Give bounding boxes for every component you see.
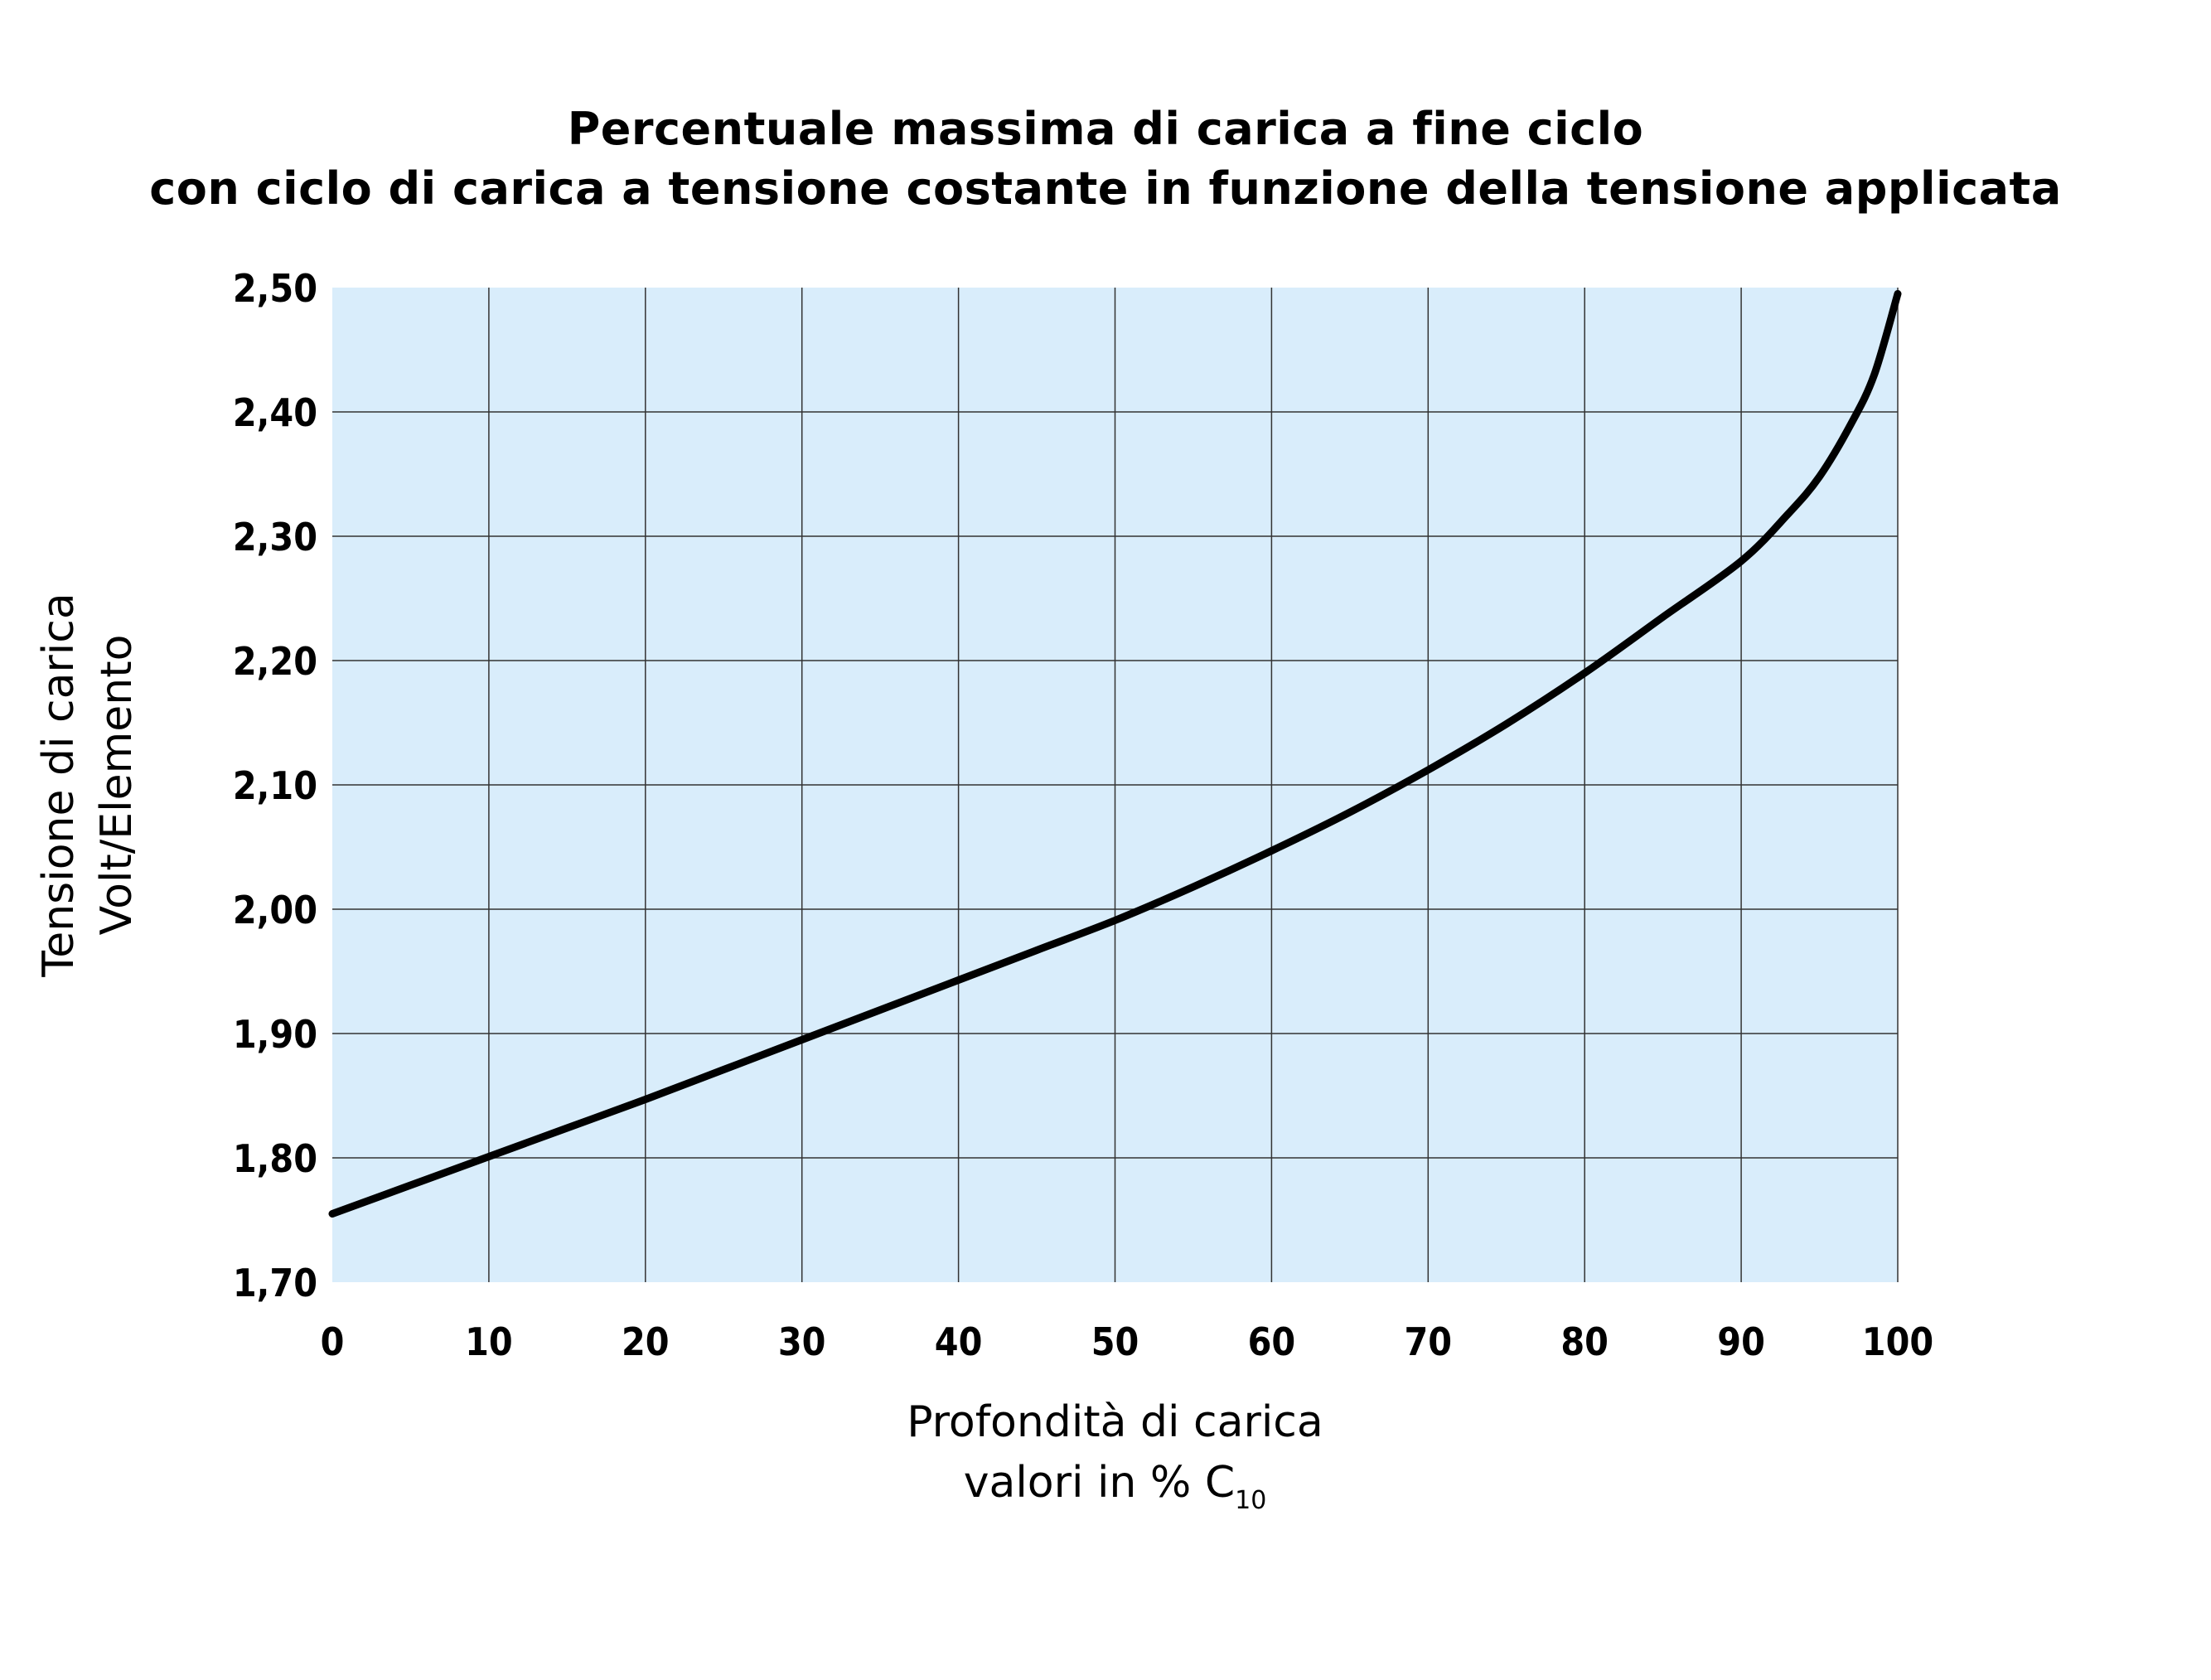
x-axis-label-line-2: valori in % C10 <box>964 1458 1267 1515</box>
x-tick-label-10: 10 <box>465 1319 513 1364</box>
y-tick-label-1: 1,80 <box>233 1136 317 1181</box>
x-axis-label-line-1: Profondità di carica <box>907 1397 1323 1447</box>
chart-title-line-2: con ciclo di carica a tensione costante … <box>149 162 2062 215</box>
x-tick-label-90: 90 <box>1717 1319 1765 1364</box>
y-tick-label-3: 2,00 <box>233 888 317 932</box>
grid-horizontal <box>332 411 1898 1159</box>
x-tick-label-80: 80 <box>1560 1319 1609 1364</box>
x-tick-label-40: 40 <box>935 1319 983 1364</box>
x-tick-label-60: 60 <box>1248 1319 1296 1364</box>
y-tick-label-8: 2,50 <box>233 266 317 311</box>
y-axis-ticks: 1,70 1,80 1,90 2,00 2,10 2,20 2,30 2,40 2,50 <box>233 266 317 1305</box>
y-tick-label-2: 1,90 <box>233 1012 317 1057</box>
chart-title-line-1: Percentuale massima di carica a fine cic… <box>567 103 1644 155</box>
x-axis-label-subscript: 10 <box>1235 1486 1266 1515</box>
x-tick-label-70: 70 <box>1405 1319 1453 1364</box>
y-tick-label-6: 2,30 <box>233 515 317 559</box>
x-tick-label-100: 100 <box>1862 1319 1933 1364</box>
y-tick-label-5: 2,20 <box>233 639 317 684</box>
y-tick-label-4: 2,10 <box>233 763 317 808</box>
x-tick-label-20: 20 <box>622 1319 670 1364</box>
x-tick-label-50: 50 <box>1091 1319 1139 1364</box>
series-line <box>328 290 1902 1218</box>
y-axis-label-line-1: Tensione di carica <box>34 593 84 977</box>
y-tick-label-7: 2,40 <box>233 390 317 435</box>
x-tick-label-30: 30 <box>778 1319 826 1364</box>
y-axis-label-line-2: Volt/Elemento <box>92 635 142 936</box>
y-tick-label-0: 1,70 <box>233 1261 317 1305</box>
x-tick-label-0: 0 <box>321 1319 345 1364</box>
x-axis-ticks: 0 10 20 30 40 50 60 70 80 90 100 <box>321 1319 1934 1364</box>
